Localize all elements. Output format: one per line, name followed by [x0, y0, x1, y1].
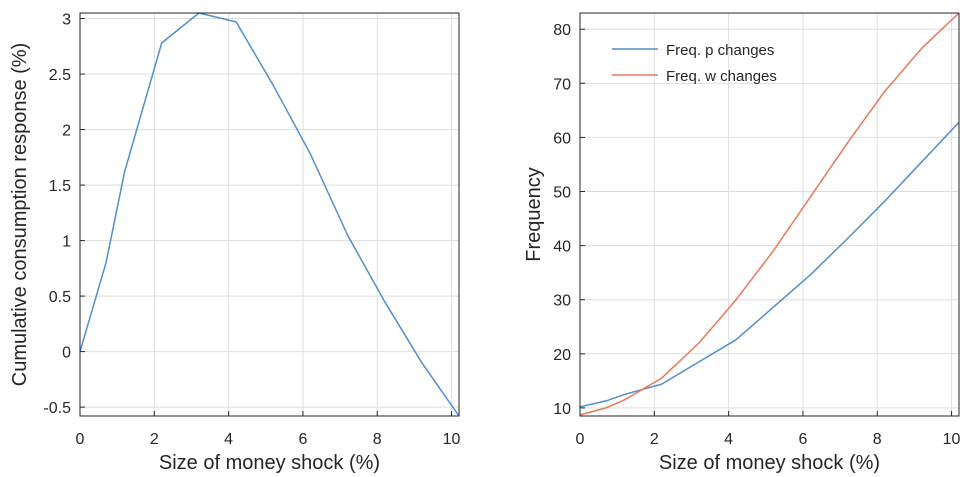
y-tick-label: -0.5: [43, 400, 71, 417]
y-axis-label: Frequency: [523, 167, 545, 262]
x-tick-label: 10: [443, 431, 461, 448]
y-tick-label: 1: [62, 234, 71, 251]
y-tick-label: 2: [62, 123, 71, 140]
y-tick-label: 70: [553, 76, 571, 93]
y-axis-label: Cumulative consumption response (%): [9, 43, 31, 387]
series-group: [79, 12, 460, 417]
y-tick-label: 80: [553, 22, 571, 39]
y-tick-label: 2.5: [49, 67, 71, 84]
chart-frequency: 0 2 4 6 8 10 10 20 30 40 50 60 70 80 Size of money sh…: [523, 12, 961, 474]
legend-label-w: Freq. w changes: [666, 68, 777, 85]
plot-area: [80, 13, 459, 416]
y-tick-label: 0.5: [49, 289, 71, 306]
y-tick-label: 1.5: [49, 178, 71, 195]
x-tick-label: 2: [150, 431, 159, 448]
x-tick-label: 6: [798, 431, 807, 448]
series-line-1: [579, 12, 960, 416]
series-group: [579, 12, 960, 416]
plot-area: [580, 13, 959, 416]
grid: [79, 13, 459, 416]
series-line-0: [579, 121, 960, 408]
y-tick-label: 50: [553, 185, 571, 202]
axes-box: [79, 12, 460, 417]
y-tick-label: 3: [62, 12, 71, 29]
y-tick-label: 30: [553, 293, 571, 310]
x-tick-label: 6: [298, 431, 307, 448]
axes-box: [579, 12, 960, 417]
x-tick-label: 0: [576, 431, 585, 448]
x-axis-label: Size of money shock (%): [159, 452, 380, 474]
x-tick-label: 8: [373, 431, 382, 448]
tick-labels: 0 2 4 6 8 10 10 20 30 40 50 60 70 80: [553, 22, 960, 448]
y-tick-label: 60: [553, 130, 571, 147]
x-tick-label: 10: [943, 431, 961, 448]
chart-consumption-response: 0 2 4 6 8 10 -0.5 0 0.5 1 1.5 2 2.5 3 Size of money s…: [9, 12, 461, 474]
x-tick-label: 4: [224, 431, 233, 448]
legend: Freq. p changes Freq. w changes: [612, 42, 777, 85]
legend-label-p: Freq. p changes: [666, 42, 774, 59]
x-tick-label: 4: [724, 431, 733, 448]
x-tick-label: 8: [873, 431, 882, 448]
y-tick-label: 20: [553, 347, 571, 364]
series-line-0: [79, 12, 460, 417]
x-tick-label: 2: [650, 431, 659, 448]
x-axis-label: Size of money shock (%): [659, 452, 880, 474]
y-tick-label: 0: [62, 345, 71, 362]
y-tick-label: 40: [553, 239, 571, 256]
x-tick-label: 0: [76, 431, 85, 448]
tick-labels: 0 2 4 6 8 10 -0.5 0 0.5 1 1.5 2 2.5 3: [43, 12, 460, 448]
y-tick-label: 10: [553, 401, 571, 418]
